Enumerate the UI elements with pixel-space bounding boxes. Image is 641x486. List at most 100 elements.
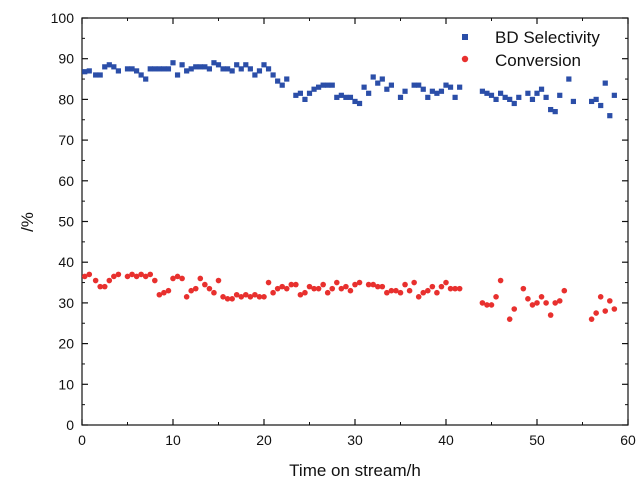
y-tick-label: 70 xyxy=(58,132,74,148)
conversion-point xyxy=(220,293,226,300)
bd-selectivity-point xyxy=(284,76,290,82)
bd-selectivity-point xyxy=(256,68,263,74)
conversion-point xyxy=(311,285,317,292)
conversion-point xyxy=(274,285,281,292)
bd-selectivity-point xyxy=(375,80,381,86)
bd-selectivity-point xyxy=(552,109,558,115)
conversion-point xyxy=(434,289,440,296)
bd-selectivity-point xyxy=(329,82,335,88)
x-tick-label: 60 xyxy=(620,432,636,448)
bd-selectivity-point xyxy=(170,60,176,66)
bd-selectivity-point xyxy=(356,100,363,107)
conversion-point xyxy=(352,281,358,288)
bd-selectivity-point xyxy=(179,62,185,68)
bd-selectivity-point xyxy=(325,82,331,88)
bd-selectivity-point xyxy=(384,86,390,92)
bd-selectivity-point xyxy=(293,92,299,98)
bd-selectivity-point xyxy=(279,82,285,88)
conversion-point xyxy=(547,312,554,318)
conversion-point xyxy=(384,289,390,296)
bd-selectivity-point xyxy=(206,66,212,72)
y-tick-label: 100 xyxy=(51,10,75,26)
bd-selectivity-point xyxy=(86,68,92,74)
bd-selectivity-point xyxy=(161,66,167,72)
legend-marker-conversion xyxy=(461,55,469,63)
bd-selectivity-point xyxy=(225,66,231,72)
bd-selectivity-point xyxy=(397,94,404,100)
conversion-point xyxy=(302,289,308,296)
conversion-point xyxy=(215,277,222,284)
conversion-point xyxy=(393,287,399,294)
bd-selectivity-point xyxy=(97,72,103,78)
bd-selectivity-point xyxy=(598,102,604,109)
conversion-point xyxy=(484,302,490,308)
bd-selectivity-point xyxy=(197,64,203,70)
bd-selectivity-point xyxy=(366,90,372,96)
conversion-point xyxy=(261,293,267,300)
legend-label-conversion: Conversion xyxy=(495,51,581,70)
y-axis: 0 10 20 30 40 50 60 70 80 90 100 xyxy=(51,10,628,433)
conversion-point xyxy=(379,283,386,290)
conversion-point xyxy=(529,302,536,308)
bd-selectivity-point xyxy=(243,62,249,68)
bd-selectivity-point xyxy=(607,113,613,119)
bd-selectivity-point xyxy=(511,100,517,107)
bd-selectivity-point xyxy=(593,96,599,102)
conversion-point xyxy=(279,283,286,290)
bd-selectivity-point xyxy=(82,69,88,75)
bd-selectivity-point xyxy=(165,66,172,72)
bd-selectivity-point xyxy=(516,94,522,100)
conversion-point xyxy=(425,287,431,294)
x-axis-title: Time on stream/h xyxy=(289,461,421,480)
conversion-point xyxy=(602,308,609,314)
conversion-point xyxy=(97,283,103,290)
bd-selectivity-point xyxy=(265,66,272,72)
bd-selectivity-point xyxy=(106,62,112,68)
conversion-point xyxy=(192,285,199,292)
bd-selectivity-point xyxy=(416,82,422,88)
conversion-point xyxy=(561,287,568,294)
conversion-point xyxy=(415,293,422,300)
conversion-point xyxy=(488,302,495,308)
conversion-point xyxy=(324,289,331,296)
bd-selectivity-point xyxy=(247,66,253,72)
bd-selectivity-point xyxy=(452,94,458,100)
series-0 xyxy=(82,60,617,119)
y-tick-label: 50 xyxy=(58,214,74,230)
conversion-point xyxy=(306,283,313,290)
bd-selectivity-point xyxy=(611,92,617,98)
conversion-point xyxy=(101,283,108,290)
bd-selectivity-point xyxy=(138,72,144,78)
conversion-point xyxy=(252,291,258,298)
conversion-point xyxy=(534,300,540,306)
conversion-point xyxy=(124,273,131,280)
bd-selectivity-point xyxy=(447,84,454,90)
conversion-point xyxy=(334,279,340,286)
bd-selectivity-point xyxy=(443,82,449,88)
bd-selectivity-point xyxy=(220,66,226,72)
conversion-point xyxy=(165,287,172,294)
conversion-point xyxy=(188,287,194,294)
bd-selectivity-point xyxy=(502,94,508,100)
conversion-point xyxy=(174,273,181,280)
conversion-point xyxy=(92,277,99,284)
bd-selectivity-point xyxy=(402,88,408,94)
bd-selectivity-point xyxy=(174,72,181,78)
conversion-point xyxy=(288,281,295,288)
bd-selectivity-point xyxy=(434,90,440,96)
bd-selectivity-point xyxy=(457,84,463,90)
conversion-point xyxy=(338,285,345,292)
bd-selectivity-point xyxy=(411,82,417,88)
y-axis-title: /% xyxy=(18,212,37,232)
conversion-point xyxy=(224,296,231,302)
conversion-point xyxy=(156,291,163,298)
conversion-point xyxy=(170,275,176,282)
conversion-point xyxy=(343,283,349,290)
conversion-point xyxy=(297,291,304,298)
legend: BD Selectivity Conversion xyxy=(461,28,600,70)
conversion-point xyxy=(429,283,436,290)
conversion-point xyxy=(402,281,408,288)
bd-selectivity-point xyxy=(306,90,313,96)
conversion-point xyxy=(552,300,558,306)
conversion-point xyxy=(607,298,613,304)
